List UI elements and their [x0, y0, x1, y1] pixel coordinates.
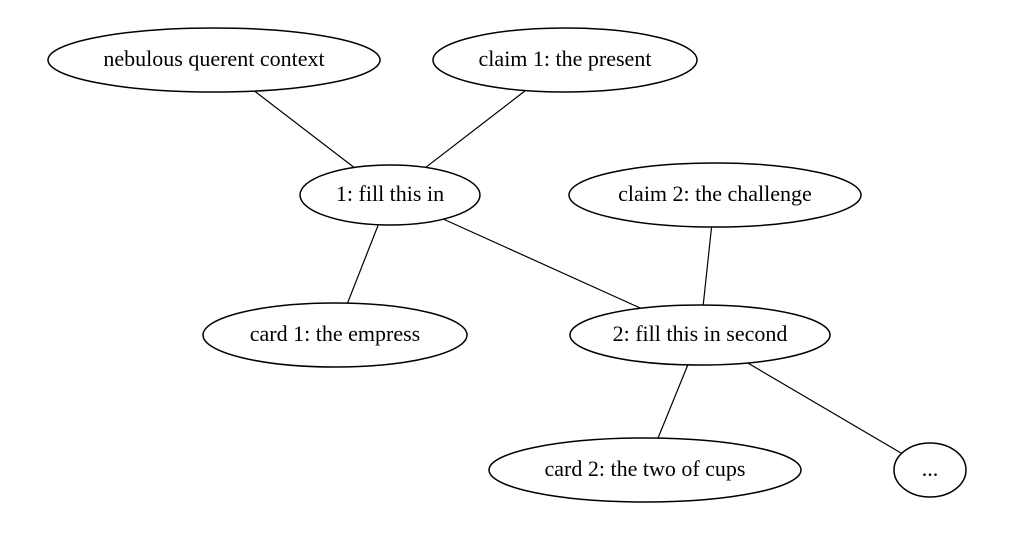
edge [254, 91, 354, 167]
node-claim2: claim 2: the challenge [569, 163, 861, 227]
edges-layer [254, 91, 901, 454]
edge [426, 91, 526, 168]
node-label: claim 1: the present [479, 46, 652, 71]
node-card2: card 2: the two of cups [489, 438, 801, 502]
nodes-layer: nebulous querent context claim 1: the pre… [48, 28, 966, 502]
node-claim1: claim 1: the present [433, 28, 697, 92]
node-label: 1: fill this in [336, 181, 444, 206]
diagram-canvas: nebulous querent context claim 1: the pre… [0, 0, 1020, 536]
edge [348, 225, 379, 303]
node-fill2: 2: fill this in second [570, 305, 830, 365]
edge [443, 219, 640, 308]
node-label: card 2: the two of cups [545, 456, 746, 481]
node-fill1: 1: fill this in [300, 165, 480, 225]
node-label: claim 2: the challenge [618, 181, 812, 206]
node-querent: nebulous querent context [48, 28, 380, 92]
node-label: card 1: the empress [250, 321, 420, 346]
node-label: ... [922, 456, 939, 481]
edge [658, 365, 688, 438]
edge [703, 227, 711, 305]
node-label: 2: fill this in second [613, 321, 788, 346]
node-card1: card 1: the empress [203, 303, 467, 367]
node-label: nebulous querent context [103, 46, 324, 71]
edge [748, 363, 902, 453]
node-ellipsis: ... [894, 443, 966, 497]
